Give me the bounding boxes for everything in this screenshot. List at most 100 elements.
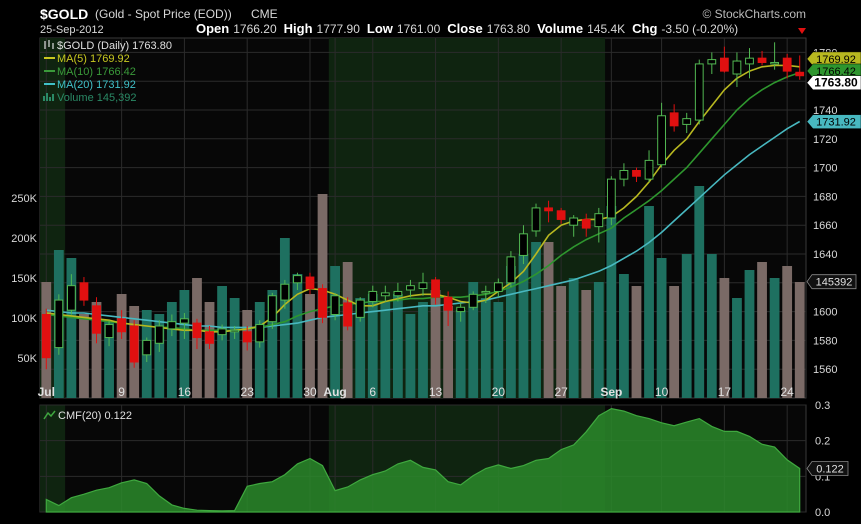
volume-bar [468,282,479,398]
cmf-area [45,407,801,513]
volume-bar [631,286,642,398]
ohlc-label: Volume [537,21,583,36]
date-tick-label: 9 [118,385,125,399]
candle-up [142,339,152,356]
price-badge [806,114,861,129]
date-tick-label: 30 [303,385,317,399]
candle-up [606,178,616,219]
price-tick-label: 1680 [813,191,837,203]
down-arrow-icon [798,28,806,34]
date-tick-label: 23 [241,385,255,399]
volume-bar [367,294,378,398]
candle-down [117,318,127,333]
ohlc-label: High [284,21,313,36]
price-tick-label: 1700 [813,163,837,175]
volume-bar [79,314,89,398]
candle-up [468,293,478,308]
volume-bar [392,294,403,398]
volume-bar [706,254,717,398]
candle-down [669,112,679,127]
price-badge-label: 1763.80 [814,76,858,90]
volume-bar [166,302,177,398]
volume-tick-label: 150K [11,273,37,285]
volume-bar [405,314,416,398]
candle-up [732,60,742,75]
volume-bar [443,306,454,398]
cmf-area-fill [45,407,801,513]
candle-legend-icon [44,40,54,49]
legend-label: MA(10) 1766.42 [57,66,136,78]
volume-bar [380,302,391,398]
candle-up [54,299,64,349]
date-tick-label: 16 [178,385,192,399]
date-axis: Jul 9 16 23 30 Aug 6 13 20 27 Sep 10 17 24 [38,385,795,399]
candle-down [318,288,327,318]
ohlc-value: 1777.90 [317,22,361,36]
volume-bar [782,266,793,398]
candle-up [217,328,227,336]
volume-legend-icon [43,93,54,101]
date-tick-label: 24 [780,385,794,399]
price-badge-label: 1731.92 [816,117,856,129]
volume-bar [217,286,227,398]
date-tick-label: 27 [554,385,568,399]
candle-down [795,71,805,77]
cmf-tick-label: 0.0 [815,507,830,519]
candle-up [368,290,378,303]
volume-bar [91,302,102,398]
volume-bar [593,282,604,398]
price-axis: 1560158016001620164016601680170017201740… [813,47,837,376]
candlesticks [41,42,805,370]
volume-bar [568,278,579,398]
volume-axis: 50K 100K 150K 200K 250K [11,193,37,365]
ohlc-label: Low [367,21,394,36]
candle-up [418,282,428,290]
candle-down [632,169,641,177]
month-shading [40,405,66,512]
ohlc-value: 145.4K [587,22,625,36]
cmf-legend: CMF(20) 0.122 [43,410,132,422]
candle-down [443,296,453,311]
volume-bar [355,298,366,398]
volume-bar [656,258,667,398]
symbol-label: $GOLD [40,6,88,22]
candle-up [293,275,302,284]
volume-bar [556,286,567,398]
volume-bar [681,254,692,398]
volume-bar [455,310,466,398]
ohlc-label: Close [447,21,482,36]
volume-bar [204,302,215,398]
price-tick-label: 1660 [813,220,837,232]
candle-up [682,118,692,125]
candle-down [544,207,553,212]
date-tick-label: 20 [492,385,506,399]
exchange-label: CME [251,7,278,21]
candle-down [129,325,139,363]
volume-bar [644,206,654,398]
candle-down [719,57,729,72]
volume-bar [794,282,805,398]
volume-tick-label: 250K [11,193,37,205]
chart-date: 25-Sep-2012 [40,24,104,36]
legend-label: MA(5) 1769.92 [57,53,130,65]
candle-down [92,305,101,334]
candle-down [205,331,214,344]
volume-bar [543,242,554,398]
volume-tick-label: 50K [17,353,37,365]
price-tick-label: 1720 [813,134,837,146]
volume-bar [606,206,617,398]
candle-up [406,285,415,291]
volume-bar [66,258,77,398]
volume-bar [292,274,303,398]
candle-up [267,295,277,323]
candle-up [104,324,114,339]
candle-down [431,279,440,298]
candle-up [167,321,177,330]
volume-bar [229,298,240,398]
candle-down [242,331,252,343]
candle-down [757,57,767,63]
volume-bar [154,314,165,398]
cmf-axis: 0.00.10.20.30.122 [806,400,849,519]
